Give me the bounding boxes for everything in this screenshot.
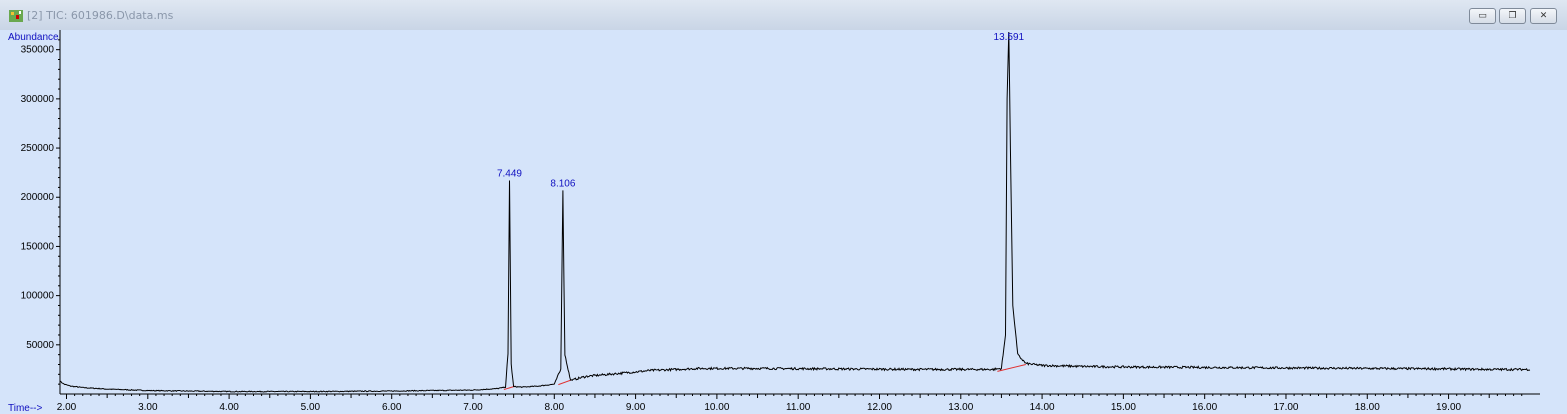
minimize-icon: ▭ [1478,11,1487,21]
peak-rt-label: 7.449 [497,169,522,180]
x-tick-label: 13.00 [948,402,973,413]
close-icon: ✕ [1539,11,1548,21]
close-button[interactable]: ✕ [1530,8,1557,24]
x-tick-label: 4.00 [219,402,239,413]
x-tick-label: 16.00 [1192,402,1217,413]
integration-baseline [558,379,571,386]
x-tick-label: 6.00 [382,402,402,413]
x-tick-label: 5.00 [301,402,321,413]
y-tick-label: 50000 [26,340,54,351]
integration-baseline [997,364,1026,372]
x-tick-label: 8.00 [545,402,565,413]
x-tick-label: 17.00 [1273,402,1298,413]
peak-rt-label: 8.106 [550,178,575,189]
restore-icon: ❐ [1508,11,1517,21]
window-titlebar[interactable]: [2] TIC: 601986.D\data.ms ▭ ❐ ✕ [0,0,1567,31]
y-tick-label: 150000 [21,241,55,252]
peak-label-group: 7.449 8.106 13.591 [497,32,1025,189]
x-tick-label: 10.00 [704,402,729,413]
y-tick-group: 50000 100000 150000 200000 250000 300000 35000… [21,39,60,385]
window-title: [2] TIC: 601986.D\data.ms [27,9,174,22]
x-tick-label: 18.00 [1355,402,1380,413]
minimize-button[interactable]: ▭ [1469,8,1496,24]
x-tick-label: 7.00 [463,402,483,413]
tic-trace-line [59,31,1531,393]
y-axis-label: Abundance [8,32,59,43]
y-tick-label: 350000 [21,45,55,56]
x-tick-label: 14.00 [1030,402,1055,413]
x-axis-label: Time--> [8,403,43,414]
x-tick-label: 3.00 [138,402,158,413]
x-tick-label: 15.00 [1111,402,1136,413]
y-tick-label: 100000 [21,291,55,302]
x-tick-label: 9.00 [626,402,646,413]
x-tick-label: 19.00 [1436,402,1461,413]
x-tick-label: 11.00 [786,402,811,413]
peak-rt-label: 13.591 [994,32,1025,43]
tic-chromatogram-chart: 50000 100000 150000 200000 250000 300000 35000… [8,30,1540,414]
x-tick-group: 2.00 3.00 4.00 5.00 6.00 7.00 8.00 9.00 10.00 11.… [57,394,1523,413]
y-tick-label: 250000 [21,143,55,154]
x-tick-label: 2.00 [57,402,77,413]
y-tick-label: 200000 [21,192,55,203]
restore-button[interactable]: ❐ [1499,8,1526,24]
chromatogram-plot-area[interactable]: 50000 100000 150000 200000 250000 300000 35000… [0,30,1567,414]
chromatogram-app-icon [9,10,23,22]
y-tick-label: 300000 [21,94,55,105]
x-tick-label: 12.00 [867,402,892,413]
